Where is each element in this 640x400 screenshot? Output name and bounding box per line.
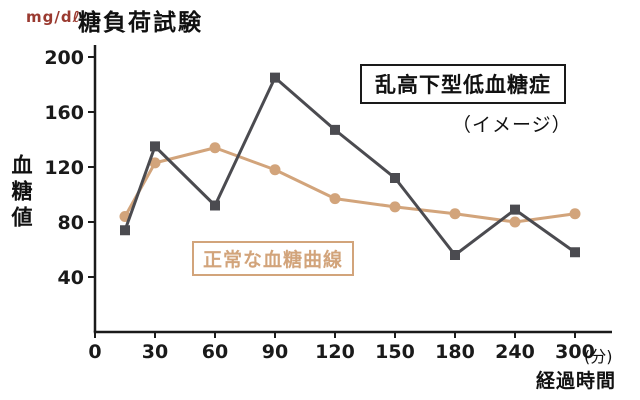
svg-text:120: 120 xyxy=(315,341,355,363)
x-axis-title: 経過時間 xyxy=(536,370,617,392)
svg-text:160: 160 xyxy=(44,102,84,124)
page-title: 糖負荷試験 xyxy=(78,10,203,36)
svg-text:90: 90 xyxy=(262,341,288,363)
svg-text:60: 60 xyxy=(202,341,228,363)
svg-text:150: 150 xyxy=(375,341,415,363)
spike-type-label-box: 乱高下型低血糖症 xyxy=(360,64,566,104)
y-axis-unit-label: mg/dℓ xyxy=(26,8,81,26)
x-axis-unit-label: (分) xyxy=(584,347,613,366)
svg-text:0: 0 xyxy=(88,341,101,363)
svg-text:120: 120 xyxy=(44,157,84,179)
svg-text:80: 80 xyxy=(58,212,84,234)
svg-text:180: 180 xyxy=(435,341,475,363)
svg-text:200: 200 xyxy=(44,47,84,69)
y-axis-title: 血糖値 xyxy=(9,154,33,232)
normal-curve-label: 正常な血糖曲線 xyxy=(192,241,355,276)
svg-text:240: 240 xyxy=(495,341,535,363)
svg-text:40: 40 xyxy=(58,267,84,289)
svg-text:30: 30 xyxy=(142,341,168,363)
image-note-label: （イメージ） xyxy=(452,114,572,136)
svg-text:300: 300 xyxy=(555,341,595,363)
